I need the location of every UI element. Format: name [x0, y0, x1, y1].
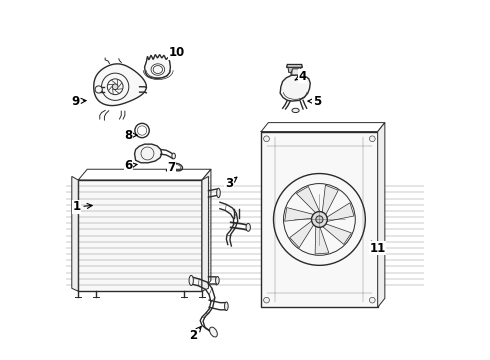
- Polygon shape: [261, 132, 378, 307]
- Ellipse shape: [217, 188, 221, 198]
- Ellipse shape: [216, 276, 219, 284]
- Polygon shape: [287, 64, 302, 67]
- Ellipse shape: [210, 327, 218, 337]
- Polygon shape: [322, 224, 351, 244]
- Polygon shape: [145, 54, 171, 78]
- Ellipse shape: [172, 153, 175, 159]
- Ellipse shape: [246, 224, 250, 231]
- Text: 6: 6: [124, 159, 137, 172]
- Polygon shape: [135, 144, 162, 163]
- Polygon shape: [72, 176, 78, 291]
- Circle shape: [291, 70, 298, 77]
- Text: 9: 9: [72, 95, 86, 108]
- Circle shape: [273, 174, 366, 265]
- Ellipse shape: [292, 108, 299, 113]
- Ellipse shape: [189, 275, 194, 285]
- Polygon shape: [378, 123, 385, 307]
- Circle shape: [316, 216, 323, 223]
- Text: 5: 5: [308, 95, 321, 108]
- Polygon shape: [285, 208, 314, 221]
- Text: 1: 1: [73, 201, 92, 213]
- Polygon shape: [322, 185, 338, 215]
- Polygon shape: [280, 75, 310, 101]
- Circle shape: [135, 123, 149, 138]
- Text: 8: 8: [124, 129, 137, 142]
- Circle shape: [95, 86, 102, 93]
- Polygon shape: [327, 203, 354, 221]
- Polygon shape: [288, 67, 301, 72]
- Circle shape: [264, 297, 270, 303]
- Ellipse shape: [224, 302, 228, 311]
- Polygon shape: [94, 64, 147, 105]
- Ellipse shape: [171, 163, 182, 171]
- Polygon shape: [202, 176, 208, 291]
- Circle shape: [112, 84, 118, 90]
- Text: 2: 2: [189, 327, 201, 342]
- Polygon shape: [78, 180, 202, 291]
- Text: 4: 4: [295, 69, 307, 82]
- Polygon shape: [296, 186, 319, 213]
- Circle shape: [369, 136, 375, 141]
- Polygon shape: [292, 69, 299, 75]
- Text: 11: 11: [369, 241, 386, 255]
- Polygon shape: [202, 169, 211, 291]
- Circle shape: [264, 136, 270, 141]
- Circle shape: [312, 212, 327, 227]
- Text: 7: 7: [166, 161, 175, 174]
- Polygon shape: [290, 221, 314, 248]
- Text: 10: 10: [169, 46, 185, 59]
- Polygon shape: [315, 226, 329, 254]
- Circle shape: [369, 297, 375, 303]
- Text: 3: 3: [225, 177, 237, 190]
